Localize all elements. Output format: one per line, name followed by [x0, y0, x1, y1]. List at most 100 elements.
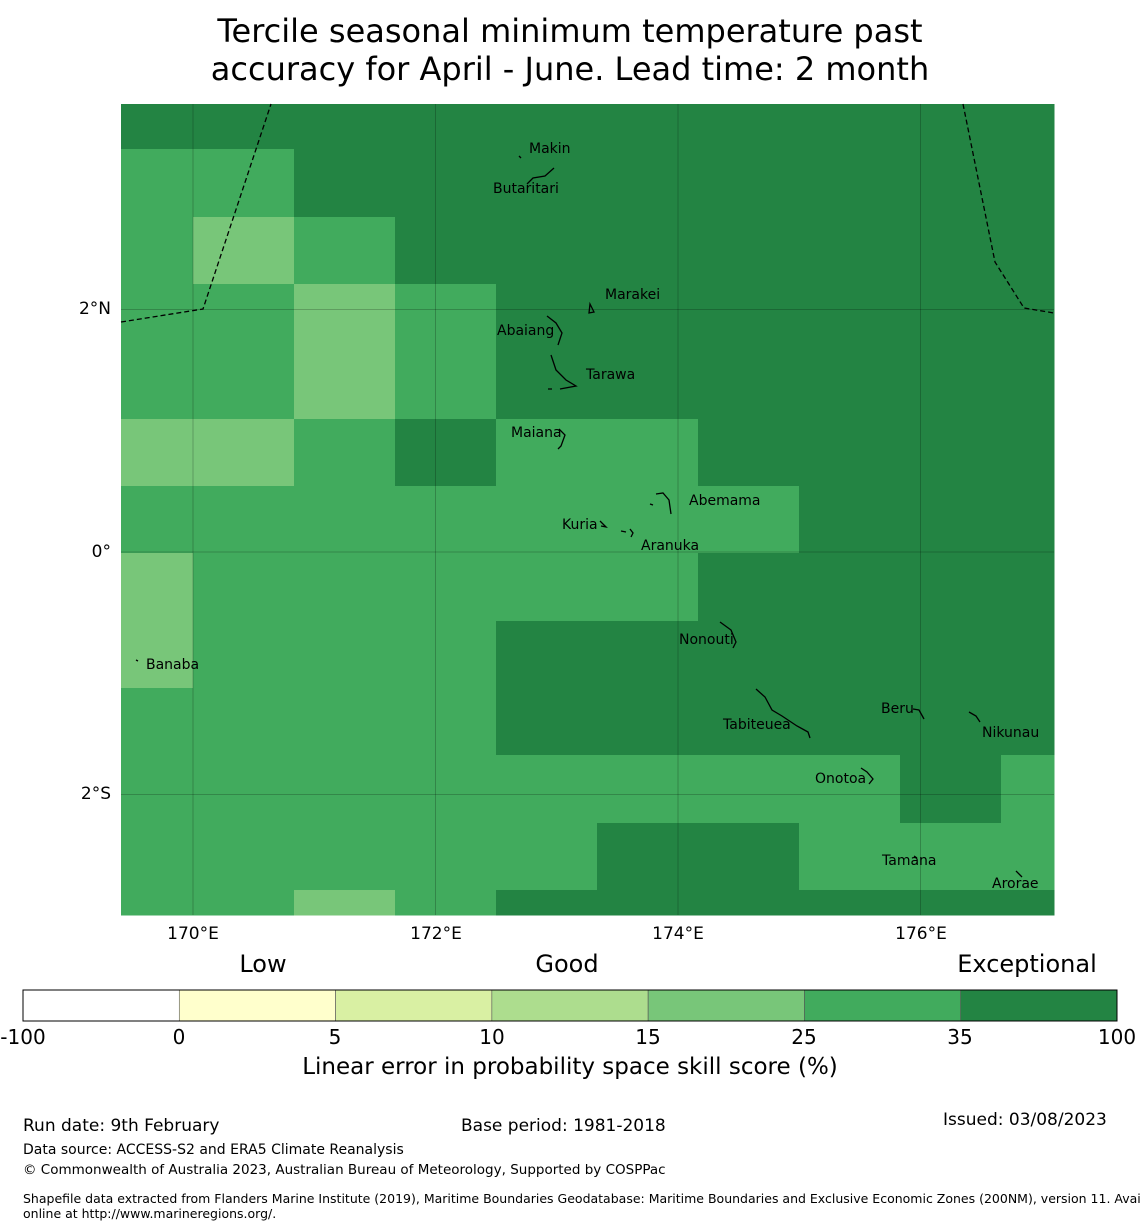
skill-cell [900, 104, 1002, 150]
skill-cell [799, 149, 901, 218]
skill-cell [900, 823, 1002, 891]
skill-cell [395, 553, 497, 622]
island-label-makin: Makin [529, 141, 571, 157]
skill-cell [597, 104, 699, 150]
skill-cell [698, 351, 800, 420]
skill-cell [799, 284, 901, 352]
skill-cell [294, 823, 396, 891]
skill-cell [395, 621, 497, 689]
skill-cell [193, 217, 295, 285]
island-label-tarawa: Tarawa [586, 367, 636, 383]
skill-cell [597, 284, 699, 352]
skill-cell [900, 621, 1002, 689]
skill-cell [597, 217, 699, 285]
skill-cell [698, 104, 800, 150]
skill-cell [193, 284, 295, 352]
skill-cell [597, 553, 699, 622]
skill-cell [294, 688, 396, 756]
skill-cell [395, 104, 497, 150]
skill-cell [193, 104, 295, 150]
island-outlines [135, 155, 1023, 878]
lat-tick-0: 0° [91, 542, 111, 562]
skill-cell [496, 823, 598, 891]
skill-cell [900, 217, 1002, 285]
onotoa-outline [860, 767, 874, 785]
colorbar-frame [22, 989, 1118, 1022]
skill-cell [294, 104, 396, 150]
skill-cell [294, 351, 396, 420]
tamana-outline [913, 855, 918, 859]
map-title-line1: Tercile seasonal minimum temperature pas… [217, 12, 923, 50]
skill-cell [698, 890, 800, 916]
skill-cell [193, 351, 295, 420]
skill-cell [900, 284, 1002, 352]
skill-cell [395, 419, 497, 487]
skill-cell [496, 284, 598, 352]
skill-cell [900, 755, 1002, 824]
kuria-outline [599, 520, 608, 529]
skill-cell [799, 621, 901, 689]
skill-cell [193, 755, 295, 824]
issued-date: Issued: 03/08/2023 [943, 1110, 1107, 1130]
skill-cell [395, 823, 497, 891]
skill-cell [799, 890, 901, 916]
island-label-abaiang: Abaiang [497, 323, 555, 339]
colorbar-segment [804, 989, 962, 1022]
skill-cell [121, 104, 194, 150]
skill-cell [1001, 621, 1055, 689]
beru-outline [912, 708, 925, 720]
skill-cell [395, 688, 497, 756]
skill-cell [121, 351, 194, 420]
colorbar-tick: 35 [947, 1025, 973, 1049]
skill-cell [799, 755, 901, 824]
skill-cell [496, 890, 598, 916]
nikunau-outline [968, 711, 981, 723]
skill-cell [121, 621, 194, 689]
colorbar-tick: 0 [172, 1025, 186, 1049]
skill-cell [799, 553, 901, 622]
skill-cell [496, 351, 598, 420]
colorbar-segment [178, 989, 336, 1022]
skill-cell [121, 823, 194, 891]
makin-outline [518, 155, 522, 159]
lon-tick-172e: 172°E [410, 924, 462, 944]
skill-cell [496, 419, 598, 487]
skill-cell [799, 486, 901, 554]
skill-cell [395, 890, 497, 916]
skill-cell [1001, 553, 1055, 622]
tarawa-outline [548, 354, 578, 390]
skill-cell [597, 351, 699, 420]
lon-tick-170e: 170°E [167, 924, 219, 944]
skill-cell [1001, 149, 1055, 218]
skill-cell [193, 419, 295, 487]
skill-cell [698, 553, 800, 622]
skill-cell [900, 486, 1002, 554]
skill-cell [193, 149, 295, 218]
colorbar-category-good: Good [535, 950, 599, 978]
skill-cell [1001, 284, 1055, 352]
tabiteuea-outline [755, 688, 811, 739]
skill-cell [1001, 104, 1055, 150]
skill-cell [294, 419, 396, 487]
skill-cell [597, 755, 699, 824]
skill-cell [799, 823, 901, 891]
skill-cell [1001, 486, 1055, 554]
skill-cell [496, 755, 598, 824]
island-label-aranuka: Aranuka [641, 538, 700, 554]
skill-cell [799, 688, 901, 756]
skill-cell [121, 284, 194, 352]
skill-cell [799, 351, 901, 420]
skill-cell [799, 419, 901, 487]
skill-cell [294, 890, 396, 916]
skill-cell [900, 890, 1002, 916]
colorbar-segment [647, 989, 805, 1022]
skill-cell [496, 486, 598, 554]
island-label-abemama: Abemama [689, 493, 761, 509]
skill-cell [900, 351, 1002, 420]
island-label-butaritari: Butaritari [493, 181, 559, 197]
skill-cell [294, 553, 396, 622]
colorbar-category-low: Low [239, 950, 287, 978]
island-label-beru: Beru [881, 701, 914, 717]
nonouti-outline [719, 621, 737, 649]
